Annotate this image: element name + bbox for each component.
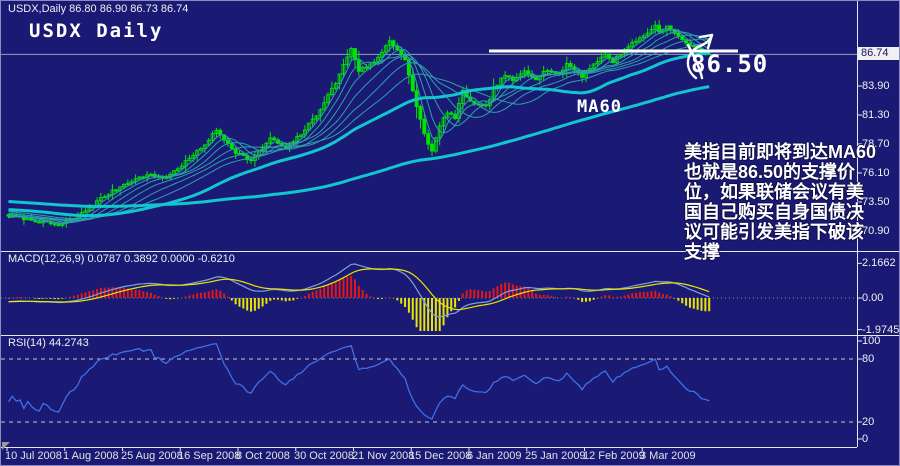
time-axis-label: 25 Jan 2009 bbox=[525, 450, 586, 462]
macd-indicator-label: MACD(12,26,9) 0.0787 0.3892 0.0000 -0.62… bbox=[8, 253, 235, 265]
price-axis-label: 78.70 bbox=[862, 138, 890, 150]
rsi-line bbox=[7, 343, 710, 420]
ohlc-readout: USDX,Daily 86.80 86.90 86.73 86.74 bbox=[8, 3, 189, 15]
chart-title: USDX Daily bbox=[29, 20, 164, 42]
note-line-2: 也就是86.50的支撑价 bbox=[684, 162, 856, 182]
ma-ribbon-line-2 bbox=[8, 31, 710, 223]
breakout-arrow bbox=[698, 33, 714, 39]
support-price-label: 86.50 bbox=[691, 50, 769, 78]
ma60-line-label: MA60 bbox=[577, 97, 622, 117]
rsi-axis-label: 100 bbox=[862, 335, 881, 347]
macd-axis-label: 2.1662 bbox=[862, 257, 896, 269]
time-axis-label: 21 Nov 2008 bbox=[352, 450, 415, 462]
macd-line bbox=[8, 263, 710, 318]
time-axis-label: 8 Oct 2008 bbox=[236, 450, 290, 462]
rsi-indicator-label: RSI(14) 44.2743 bbox=[8, 337, 89, 349]
scroll-marker-icon[interactable] bbox=[2, 442, 10, 450]
ma-ribbon-line-5 bbox=[8, 42, 710, 220]
note-line-1: 美指目前即将到达MA60 bbox=[684, 142, 877, 162]
price-axis-label: 73.50 bbox=[862, 196, 890, 208]
breakout-arrow bbox=[706, 33, 714, 50]
macd-histogram-negative bbox=[7, 298, 711, 331]
price-axis-label: 83.90 bbox=[862, 80, 890, 92]
macd-histogram-positive bbox=[11, 275, 672, 298]
time-axis-label: 12 Feb 2009 bbox=[583, 450, 645, 462]
breakout-arrow bbox=[686, 43, 704, 80]
ma-fast-thick-line bbox=[8, 51, 710, 218]
ma-ribbon-line-0 bbox=[8, 28, 710, 225]
time-axis-label: 16 Sep 2008 bbox=[178, 450, 241, 462]
time-axis-label: 15 Dec 2008 bbox=[409, 450, 472, 462]
time-axis-label: 30 Oct 2008 bbox=[294, 450, 354, 462]
macd-panel bbox=[1, 263, 856, 331]
time-axis-label: 10 Jul 2008 bbox=[5, 450, 62, 462]
ma-ribbon-line-3 bbox=[8, 34, 710, 222]
rsi-axis-label: 80 bbox=[862, 353, 875, 365]
ma-ribbon-line-4 bbox=[8, 38, 710, 221]
time-axis-label: 6 Jan 2009 bbox=[467, 450, 522, 462]
macd-axis-label: -1.9745 bbox=[862, 324, 900, 336]
macd-axis-label: 0.00 bbox=[862, 292, 884, 304]
note-line-4: 国自己购买自身国债决 bbox=[684, 202, 864, 222]
rsi-panel bbox=[1, 343, 856, 423]
price-axis-label: 81.30 bbox=[862, 109, 890, 121]
time-axis-label: 25 Aug 2008 bbox=[121, 450, 183, 462]
note-line-6: 支撑 bbox=[684, 242, 720, 262]
rsi-axis-label: 20 bbox=[862, 416, 875, 428]
time-axis-label: 3 Mar 2009 bbox=[640, 450, 696, 462]
ma-slow-thick-line bbox=[8, 85, 710, 208]
current-price-box: 86.74 bbox=[858, 47, 899, 60]
analysis-note: 美指目前即将到达MA60 也就是86.50的支撑价 位，如果联储会议有美 国自己… bbox=[684, 142, 899, 262]
note-line-3: 位，如果联储会议有美 bbox=[684, 182, 864, 202]
note-line-5: 议可能引发美指下破该 bbox=[684, 222, 864, 242]
price-axis-label: 70.90 bbox=[862, 225, 890, 237]
time-axis-label: 1 Aug 2008 bbox=[63, 450, 119, 462]
macd-signal-line bbox=[8, 268, 710, 311]
rsi-axis-label: 0 bbox=[862, 433, 869, 445]
price-axis-label: 76.10 bbox=[862, 167, 890, 179]
